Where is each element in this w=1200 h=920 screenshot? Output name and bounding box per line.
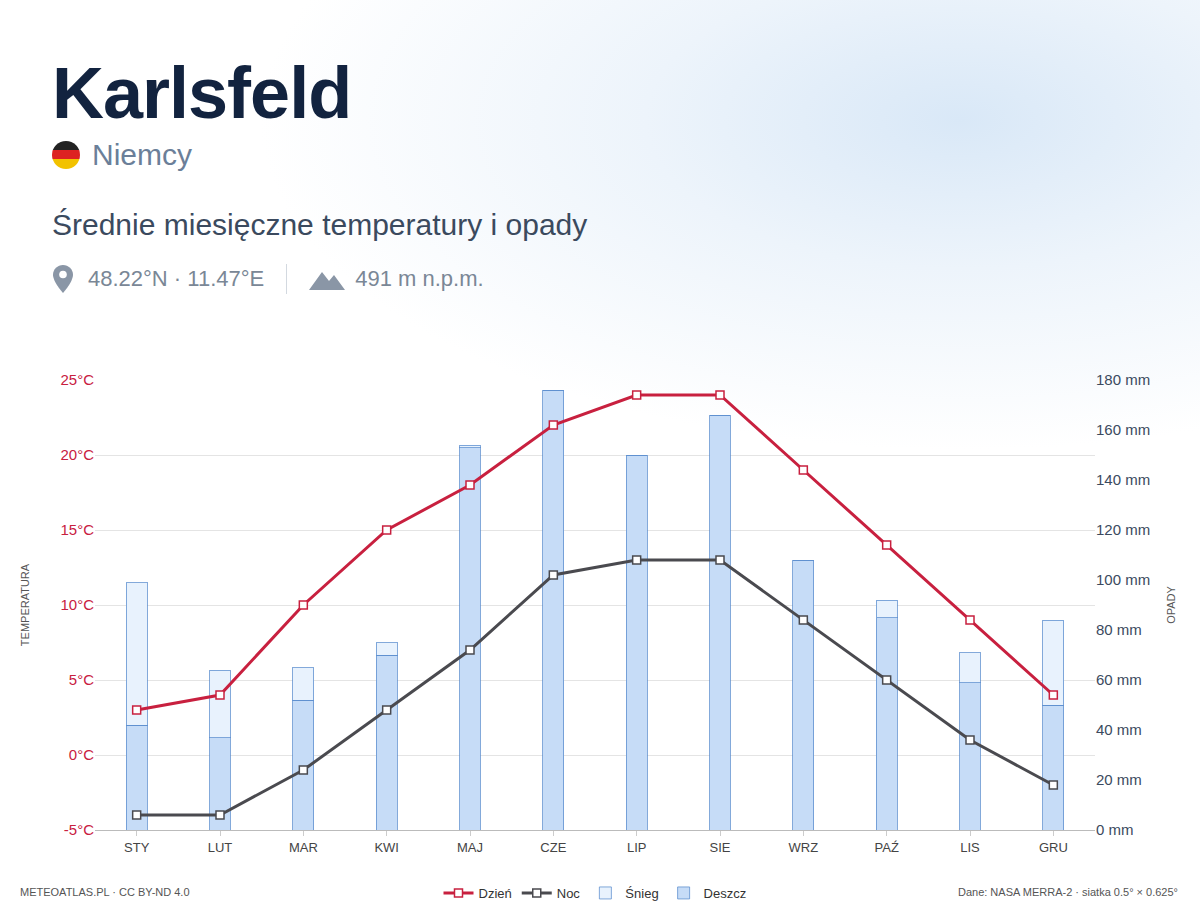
svg-text:10°C: 10°C: [60, 596, 94, 613]
svg-text:180 mm: 180 mm: [1096, 371, 1150, 388]
svg-text:25°C: 25°C: [60, 371, 94, 388]
svg-text:0 mm: 0 mm: [1096, 821, 1134, 838]
svg-text:Śnieg: Śnieg: [625, 886, 658, 901]
svg-text:140 mm: 140 mm: [1096, 471, 1150, 488]
svg-text:-5°C: -5°C: [64, 821, 94, 838]
svg-text:100 mm: 100 mm: [1096, 571, 1150, 588]
svg-text:Noc: Noc: [557, 886, 581, 901]
svg-text:LIP: LIP: [627, 840, 647, 855]
svg-text:80 mm: 80 mm: [1096, 621, 1142, 638]
html-text:Dane: NASA MERRA-2 · siatka 0.: Dane: NASA MERRA-2 · siatka 0.5° × 0.625…: [958, 886, 1178, 898]
svg-text:Deszcz: Deszcz: [704, 886, 747, 901]
svg-text:0°C: 0°C: [69, 746, 94, 763]
html-text:491 m n.p.m.: 491 m n.p.m.: [355, 266, 484, 291]
svg-text:LIS: LIS: [960, 840, 980, 855]
svg-text:20°C: 20°C: [60, 446, 94, 463]
svg-text:KWI: KWI: [374, 840, 399, 855]
html-text:48.22°N · 11.47°E: 48.22°N · 11.47°E: [88, 266, 265, 291]
svg-text:MAJ: MAJ: [457, 840, 483, 855]
svg-text:CZE: CZE: [540, 840, 566, 855]
svg-text:STY: STY: [124, 840, 150, 855]
svg-text:GRU: GRU: [1039, 840, 1068, 855]
html-text:Karlsfeld: Karlsfeld: [52, 53, 352, 133]
svg-text:Dzień: Dzień: [479, 886, 512, 901]
svg-text:MAR: MAR: [289, 840, 318, 855]
svg-text:5°C: 5°C: [69, 671, 94, 688]
svg-text:160 mm: 160 mm: [1096, 421, 1150, 438]
svg-text:TEMPERATURA: TEMPERATURA: [19, 563, 31, 646]
svg-text:LUT: LUT: [208, 840, 233, 855]
svg-text:OPADY: OPADY: [1165, 585, 1177, 623]
svg-text:WRZ: WRZ: [789, 840, 819, 855]
html-text:Niemcy: Niemcy: [92, 138, 192, 171]
svg-text:15°C: 15°C: [60, 521, 94, 538]
svg-text:40 mm: 40 mm: [1096, 721, 1142, 738]
svg-text:PAŹ: PAŹ: [875, 840, 899, 855]
svg-text:60 mm: 60 mm: [1096, 671, 1142, 688]
svg-text:SIE: SIE: [710, 840, 731, 855]
svg-text:120 mm: 120 mm: [1096, 521, 1150, 538]
svg-text:20 mm: 20 mm: [1096, 771, 1142, 788]
html-text:METEOATLAS.PL · CC BY-ND 4.0: METEOATLAS.PL · CC BY-ND 4.0: [20, 886, 190, 898]
html-text:Średnie miesięczne temperatury: Średnie miesięczne temperatury i opady: [52, 208, 588, 241]
